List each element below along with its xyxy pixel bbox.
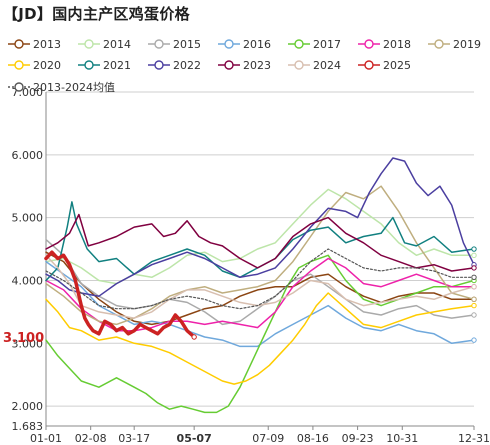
legend-item-2013-2024均值[interactable]: 2013-2024均值 bbox=[8, 81, 115, 94]
series-line-2021 bbox=[45, 201, 475, 282]
y-tick-label: 3.000 bbox=[12, 337, 44, 350]
series-end-point bbox=[471, 265, 477, 271]
legend-item-2018[interactable]: 2018 bbox=[358, 38, 411, 51]
series-end-point bbox=[471, 337, 477, 343]
legend-item-2017[interactable]: 2017 bbox=[288, 38, 341, 51]
series-line-2025 bbox=[44, 250, 196, 339]
legend-label: 2013-2024均值 bbox=[33, 81, 115, 94]
annotations: 3.100 bbox=[3, 331, 44, 346]
legend-label: 2017 bbox=[313, 38, 341, 51]
series-line-2020 bbox=[45, 292, 475, 385]
grid bbox=[46, 91, 474, 407]
legend-label: 2013 bbox=[33, 38, 61, 51]
y-tick-label: 2.000 bbox=[12, 400, 44, 413]
series-line-2022 bbox=[45, 157, 475, 297]
legend-label: 2023 bbox=[243, 59, 271, 72]
series-line-2017 bbox=[45, 254, 475, 414]
x-tick-label: 09-23 bbox=[342, 432, 374, 445]
legend-item-2016[interactable]: 2016 bbox=[218, 38, 271, 51]
y-tick-label: 1.683 bbox=[12, 420, 44, 433]
legend-item-2014[interactable]: 2014 bbox=[78, 38, 131, 51]
legend-item-2023[interactable]: 2023 bbox=[218, 59, 271, 72]
legend-label: 2016 bbox=[243, 38, 271, 51]
x-tick-label: 12-31 bbox=[458, 432, 490, 445]
series-line-2023 bbox=[45, 213, 475, 272]
legend-label: 2022 bbox=[173, 59, 201, 72]
x-tick-label: 10-31 bbox=[386, 432, 418, 445]
series-line-2013-2024均值 bbox=[45, 248, 475, 310]
series-line-2024 bbox=[45, 254, 475, 319]
series-line-2014 bbox=[45, 188, 475, 285]
series-line-2015 bbox=[45, 238, 475, 326]
chart-title: 【JD】国内主产区鸡蛋价格 bbox=[3, 5, 190, 23]
axes: 1.6832.0003.0004.0005.0006.0007.00001-01… bbox=[12, 86, 490, 445]
legend-item-2025[interactable]: 2025 bbox=[358, 59, 411, 72]
legend-item-2020[interactable]: 2020 bbox=[8, 59, 61, 72]
legend-item-2019[interactable]: 2019 bbox=[428, 38, 481, 51]
legend: 2013 2014 2015 2016 2017 2018 2019 2020 2021 2022… bbox=[8, 38, 481, 94]
current-value-label: 3.100 bbox=[3, 331, 44, 346]
x-tick-label: 08-16 bbox=[297, 432, 329, 445]
series-end-point bbox=[191, 334, 197, 340]
series-end-point bbox=[471, 252, 477, 259]
y-tick-label: 5.000 bbox=[12, 212, 44, 225]
series-line-2019 bbox=[45, 185, 475, 326]
legend-label: 2025 bbox=[383, 59, 411, 72]
x-tick-label: 03-17 bbox=[118, 432, 150, 445]
x-tick-label: 02-08 bbox=[75, 432, 107, 445]
series-end-point bbox=[471, 302, 477, 309]
y-tick-label: 6.000 bbox=[12, 149, 44, 162]
series-end-point bbox=[471, 246, 477, 252]
legend-label: 2020 bbox=[33, 59, 61, 72]
legend-item-2015[interactable]: 2015 bbox=[148, 38, 201, 51]
x-tick-label: 07-09 bbox=[252, 432, 284, 445]
legend-label: 2018 bbox=[383, 38, 411, 51]
series-lines bbox=[44, 157, 477, 414]
x-tick-label-highlight: 05-07 bbox=[177, 432, 212, 445]
x-tick-label: 01-01 bbox=[30, 432, 62, 445]
legend-label: 2021 bbox=[103, 59, 131, 72]
legend-label: 2014 bbox=[103, 38, 131, 51]
legend-label: 2019 bbox=[453, 38, 481, 51]
series-line-2013 bbox=[45, 251, 475, 326]
legend-label: 2015 bbox=[173, 38, 201, 51]
legend-item-2013[interactable]: 2013 bbox=[8, 38, 61, 51]
series-end-point bbox=[471, 274, 477, 281]
series-end-point bbox=[471, 312, 477, 318]
legend-item-2022[interactable]: 2022 bbox=[148, 59, 201, 72]
series-end-point bbox=[471, 296, 477, 302]
legend-label: 2024 bbox=[313, 59, 341, 72]
legend-item-2024[interactable]: 2024 bbox=[288, 59, 341, 72]
legend-item-2021[interactable]: 2021 bbox=[78, 59, 131, 72]
y-tick-label: 4.000 bbox=[12, 274, 44, 287]
series-end-point bbox=[471, 284, 477, 290]
